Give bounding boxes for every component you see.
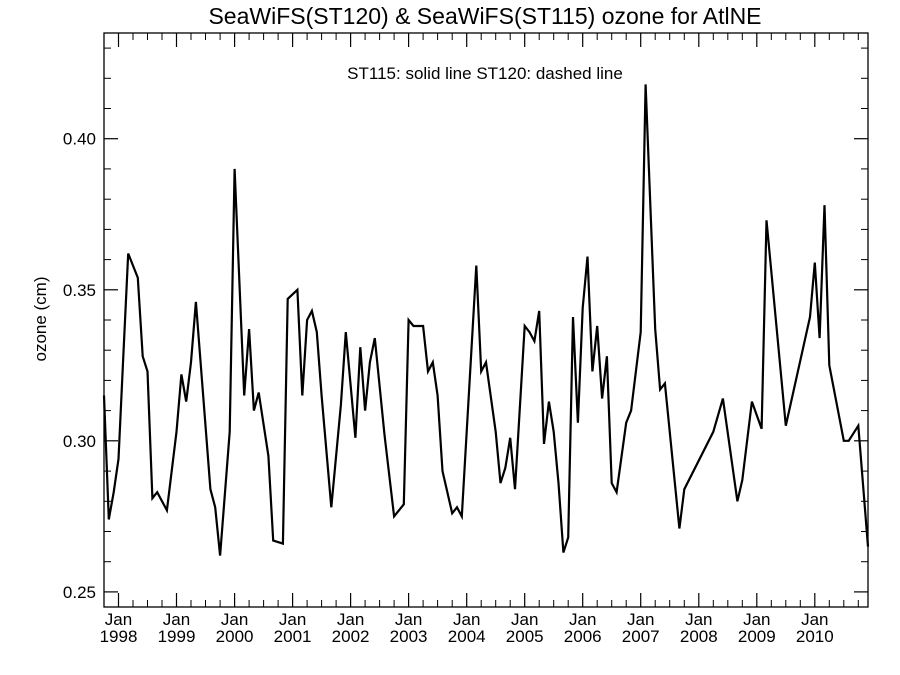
x-tick-month-label: Jan bbox=[337, 610, 364, 629]
x-tick-month-label: Jan bbox=[163, 610, 190, 629]
y-tick-label: 0.25 bbox=[63, 583, 96, 602]
series-layer bbox=[102, 84, 870, 556]
y-axis-label: ozone (cm) bbox=[31, 276, 50, 361]
x-tick-month-label: Jan bbox=[511, 610, 538, 629]
x-tick-year-label: 2006 bbox=[564, 627, 602, 646]
x-tick-month-label: Jan bbox=[743, 610, 770, 629]
x-tick-month-label: Jan bbox=[627, 610, 654, 629]
y-axis-ticks: 0.25 0.30 0.35 0.40 bbox=[63, 47, 868, 602]
x-tick-month-label: Jan bbox=[221, 610, 248, 629]
x-tick-year-label: 1998 bbox=[100, 627, 138, 646]
x-tick-month-label: Jan bbox=[279, 610, 306, 629]
series-line-0 bbox=[102, 84, 870, 556]
x-tick-year-label: 2008 bbox=[680, 627, 718, 646]
x-tick-year-label: 2000 bbox=[216, 627, 254, 646]
x-tick-year-label: 2005 bbox=[506, 627, 544, 646]
chart-title: SeaWiFS(ST120) & SeaWiFS(ST115) ozone fo… bbox=[208, 3, 761, 29]
x-tick-month-label: Jan bbox=[105, 610, 132, 629]
y-tick-label: 0.35 bbox=[63, 281, 96, 300]
x-tick-month-label: Jan bbox=[801, 610, 828, 629]
y-tick-label: 0.40 bbox=[63, 130, 96, 149]
x-tick-month-label: Jan bbox=[453, 610, 480, 629]
x-tick-year-label: 2002 bbox=[332, 627, 370, 646]
plot-frame bbox=[103, 32, 869, 608]
legend-annotation: ST115: solid line ST120: dashed line bbox=[347, 64, 623, 83]
x-tick-month-label: Jan bbox=[685, 610, 712, 629]
x-axis-ticks: Jan1998Jan1999Jan2000Jan2001Jan2002Jan20… bbox=[100, 33, 859, 646]
x-tick-year-label: 2007 bbox=[622, 627, 660, 646]
x-tick-year-label: 1999 bbox=[158, 627, 196, 646]
x-tick-year-label: 2004 bbox=[448, 627, 486, 646]
x-tick-year-label: 2009 bbox=[738, 627, 776, 646]
x-tick-year-label: 2001 bbox=[274, 627, 312, 646]
x-tick-year-label: 2003 bbox=[390, 627, 428, 646]
x-tick-month-label: Jan bbox=[395, 610, 422, 629]
x-tick-month-label: Jan bbox=[569, 610, 596, 629]
x-tick-year-label: 2010 bbox=[796, 627, 834, 646]
y-tick-label: 0.30 bbox=[63, 432, 96, 451]
